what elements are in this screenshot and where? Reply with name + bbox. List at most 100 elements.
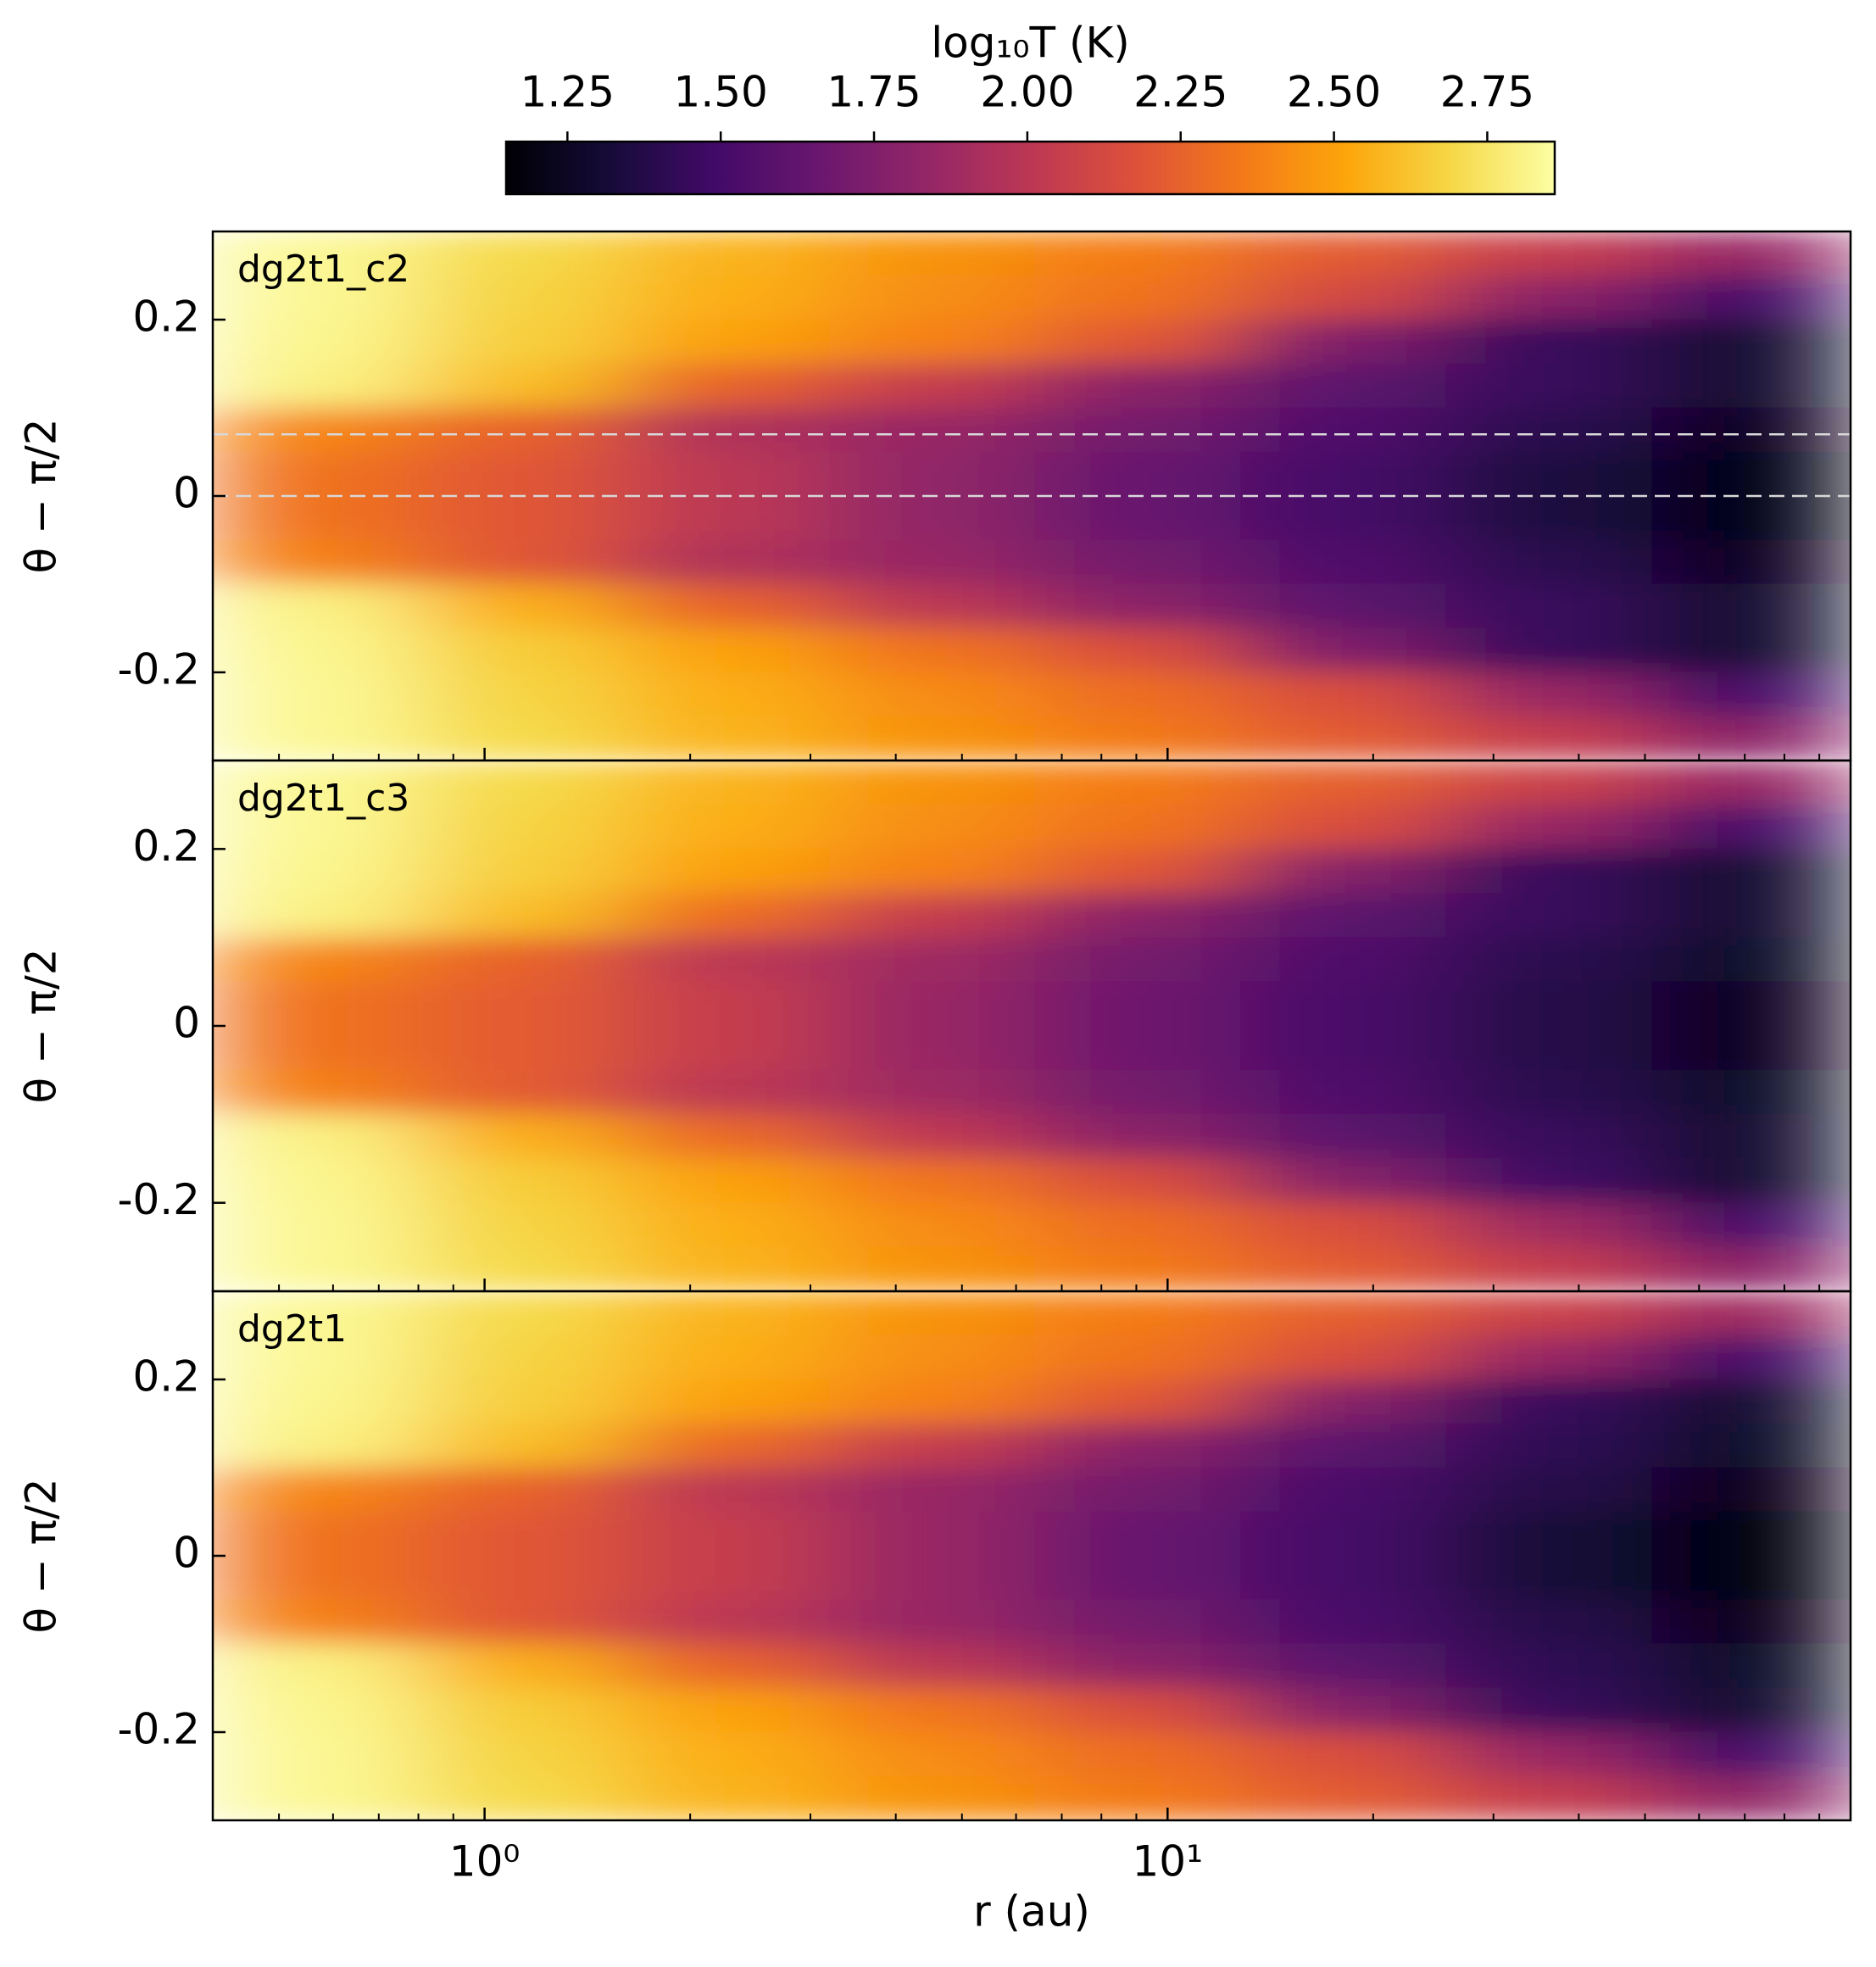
heatmap-cell (1445, 1379, 1653, 1424)
heatmap-cell (1651, 539, 1851, 585)
heatmap-cell (1651, 1246, 1851, 1291)
heatmap-cell (829, 1511, 1036, 1557)
heatmap-cell (829, 407, 1036, 453)
heatmap-cell (418, 451, 625, 497)
heatmap-cell (1240, 583, 1447, 629)
heatmap-cell (418, 495, 625, 541)
heatmap-cell (1240, 804, 1447, 850)
heatmap-cell (1445, 451, 1653, 497)
heatmap (213, 1291, 1851, 1820)
heatmap-cell (418, 407, 625, 453)
heatmap-cell (1651, 716, 1851, 761)
heatmap-cell (1240, 539, 1447, 585)
heatmap-cell (418, 716, 625, 761)
heatmap-cell (1240, 363, 1447, 409)
heatmap-cell (418, 1113, 625, 1159)
heatmap-cell (1651, 893, 1851, 939)
heatmap-cell (1445, 231, 1653, 276)
heatmap-cell (1445, 363, 1653, 409)
heatmap-cell (623, 1687, 831, 1733)
heatmap-cell (1651, 981, 1851, 1027)
heatmap-cell (1445, 495, 1653, 541)
heatmap-cell (418, 761, 625, 805)
heatmap-cell (829, 363, 1036, 409)
heatmap-cell (1651, 1158, 1851, 1204)
y-tick-label: 0 (173, 469, 200, 518)
heatmap (213, 231, 1851, 761)
heatmap-cell (418, 539, 625, 585)
heatmap-cell (1445, 1511, 1653, 1557)
heatmap-cell (1651, 407, 1851, 453)
heatmap-cell (1034, 1202, 1242, 1248)
colorbar-tick-label: 2.00 (980, 68, 1074, 117)
heatmap-cell (418, 671, 625, 717)
heatmap-cell (1445, 937, 1653, 983)
heatmap-cell (1651, 1599, 1851, 1645)
heatmap-cell (213, 1731, 420, 1777)
heatmap-cell (1651, 848, 1851, 894)
heatmap-cell (829, 1335, 1036, 1380)
heatmap (213, 761, 1851, 1291)
heatmap-cell (1240, 1731, 1447, 1777)
heatmap-cell (623, 451, 831, 497)
heatmap-cell (213, 1113, 420, 1159)
x-axis-label: r (au) (973, 1887, 1090, 1936)
heatmap-cell (1240, 1335, 1447, 1380)
heatmap-cell (1240, 275, 1447, 320)
heatmap-cell (1445, 1069, 1653, 1115)
heatmap-cell (829, 583, 1036, 629)
heatmap-cell (418, 1423, 625, 1468)
heatmap-cell (1034, 1069, 1242, 1115)
heatmap-cell (1651, 1643, 1851, 1689)
heatmap-cell (1034, 1113, 1242, 1159)
heatmap-cell (829, 451, 1036, 497)
heatmap-cell (829, 1379, 1036, 1424)
heatmap-cell (1034, 716, 1242, 761)
heatmap-cell (1445, 1113, 1653, 1159)
heatmap-cell (418, 893, 625, 939)
x-tick-label: 10¹ (1132, 1837, 1203, 1886)
heatmap-cell (829, 671, 1036, 717)
heatmap-cell (1651, 671, 1851, 717)
heatmap-cell (213, 1555, 420, 1601)
heatmap-cell (213, 539, 420, 585)
y-axis-label: θ − π/2 (17, 418, 66, 573)
heatmap-cell (623, 363, 831, 409)
heatmap-cell (1651, 1379, 1851, 1424)
heatmap-cell (623, 1202, 831, 1248)
heatmap-cell (829, 275, 1036, 320)
heatmap-cell (1445, 716, 1653, 761)
heatmap-cell (623, 1025, 831, 1071)
heatmap-cell (418, 583, 625, 629)
heatmap-cell (1034, 761, 1242, 805)
heatmap-cell (623, 1291, 831, 1336)
heatmap-cell (213, 1291, 420, 1336)
heatmap-cell (213, 1423, 420, 1468)
y-tick-label: -0.2 (117, 1175, 200, 1224)
heatmap-cell (1034, 1379, 1242, 1424)
heatmap-cell (213, 1467, 420, 1513)
heatmap-cell (829, 937, 1036, 983)
heatmap-cell (1445, 407, 1653, 453)
heatmap-cell (1034, 1025, 1242, 1071)
heatmap-cell (418, 363, 625, 409)
heatmap-cell (1651, 495, 1851, 541)
heatmap-cell (1445, 1467, 1653, 1513)
heatmap-cell (1651, 1113, 1851, 1159)
heatmap-cell (213, 451, 420, 497)
heatmap-cell (829, 539, 1036, 585)
heatmap-cell (1034, 804, 1242, 850)
heatmap-cell (1240, 495, 1447, 541)
heatmap-cell (829, 1731, 1036, 1777)
heatmap-cell (829, 716, 1036, 761)
heatmap-cell (1651, 1202, 1851, 1248)
heatmap-cell (213, 319, 420, 365)
heatmap-cell (1034, 1511, 1242, 1557)
heatmap-cell (623, 981, 831, 1027)
heatmap-cell (1034, 1687, 1242, 1733)
heatmap-cell (623, 627, 831, 673)
heatmap-cell (1240, 1246, 1447, 1291)
heatmap-cell (1240, 1511, 1447, 1557)
heatmap-cell (1240, 1069, 1447, 1115)
heatmap-cell (1651, 583, 1851, 629)
